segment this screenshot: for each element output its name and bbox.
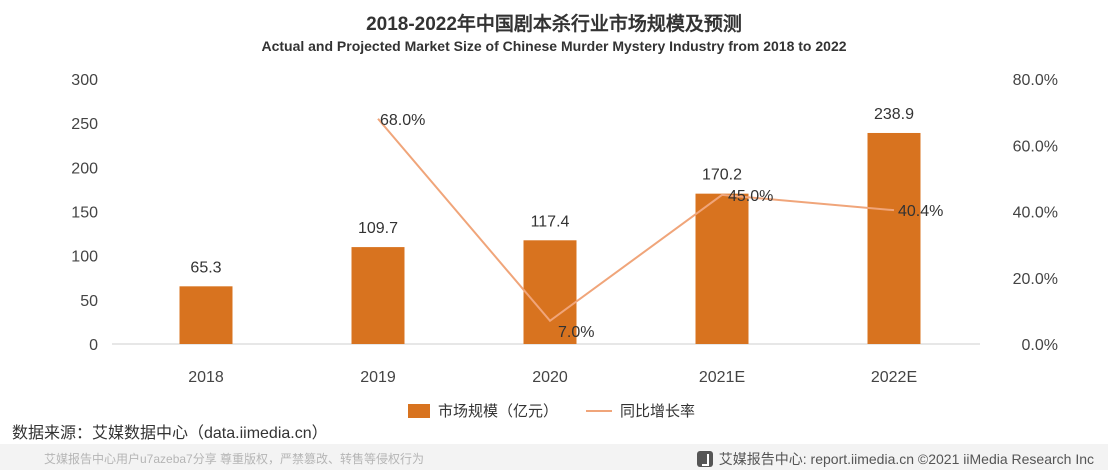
iimedia-logo-icon [696,451,713,467]
footer-credit: 艾媒报告中心: report.iimedia.cn ©2021 iiMedia … [696,449,1094,469]
bar-2022E [867,132,921,344]
left-axis-tick-label: 300 [71,72,98,89]
right-axis-tick-label: 80.0% [1013,72,1058,89]
right-axis-tick-label: 40.0% [1013,205,1058,222]
footer-copyright-notice: 艾媒报告中心用户u7azeba7分享 尊重版权，严禁篡改、转售等侵权行为 [44,452,425,466]
growth-rate-label: 68.0% [380,112,425,129]
x-axis-tick-label: 2020 [532,369,568,386]
legend-swatch-line [586,409,613,412]
bar-2020 [523,240,577,344]
growth-rate-label: 40.4% [898,203,943,220]
left-axis-tick-label: 50 [80,293,98,310]
left-axis-tick-label: 250 [71,116,98,133]
bar-2019 [351,247,405,344]
footer-credit-text: 艾媒报告中心: report.iimedia.cn ©2021 iiMedia … [718,451,1094,467]
legend-label-market-size: 市场规模（亿元） [438,403,559,420]
bar-2021E [695,193,749,344]
bar-value-label: 238.9 [874,106,914,123]
legend: 市场规模（亿元） 同比增长率 [408,400,723,421]
chart: 0 50 100 150 200 250 300 0.0% 20.0% 40.0% 60.0% 80.… [71,72,1058,386]
growth-rate-line [377,118,895,323]
bar-value-label: 170.2 [702,167,742,184]
right-axis-tick-label: 0.0% [1022,337,1058,354]
x-axis-tick-label: 2018 [188,369,224,386]
legend-item-growth-rate: 同比增长率 [586,400,695,421]
legend-label-growth-rate: 同比增长率 [620,403,696,420]
left-axis-tick-label: 200 [71,160,98,177]
x-axis-tick-label: 2019 [360,369,396,386]
bar-value-label: 117.4 [531,213,570,230]
footer-bar: 艾媒报告中心用户u7azeba7分享 尊重版权，严禁篡改、转售等侵权行为 艾媒报… [0,444,1108,470]
right-axis-tick-label: 20.0% [1013,271,1058,288]
x-axis-tick-label: 2021E [699,369,745,386]
left-axis-tick-label: 150 [71,205,98,222]
growth-rate-label: 7.0% [558,324,594,341]
right-axis-tick-label: 60.0% [1013,138,1058,155]
left-axis-tick-label: 100 [71,249,98,266]
growth-rate-label: 45.0% [728,188,773,205]
chart-title: 2018-2022年中国剧本杀行业市场规模及预测 [366,14,742,35]
bar-2018 [179,286,233,344]
x-axis-tick-label: 2022E [871,369,917,386]
left-axis-tick-label: 0 [89,337,98,354]
legend-item-market-size: 市场规模（亿元） [408,400,558,421]
bar-value-label: 65.3 [190,259,221,276]
chart-subtitle: Actual and Projected Market Size of Chin… [261,38,847,54]
data-source: 数据来源：艾媒数据中心（data.iimedia.cn） [12,425,328,442]
bar-value-label: 109.7 [358,220,398,237]
legend-swatch-bar [408,403,430,418]
